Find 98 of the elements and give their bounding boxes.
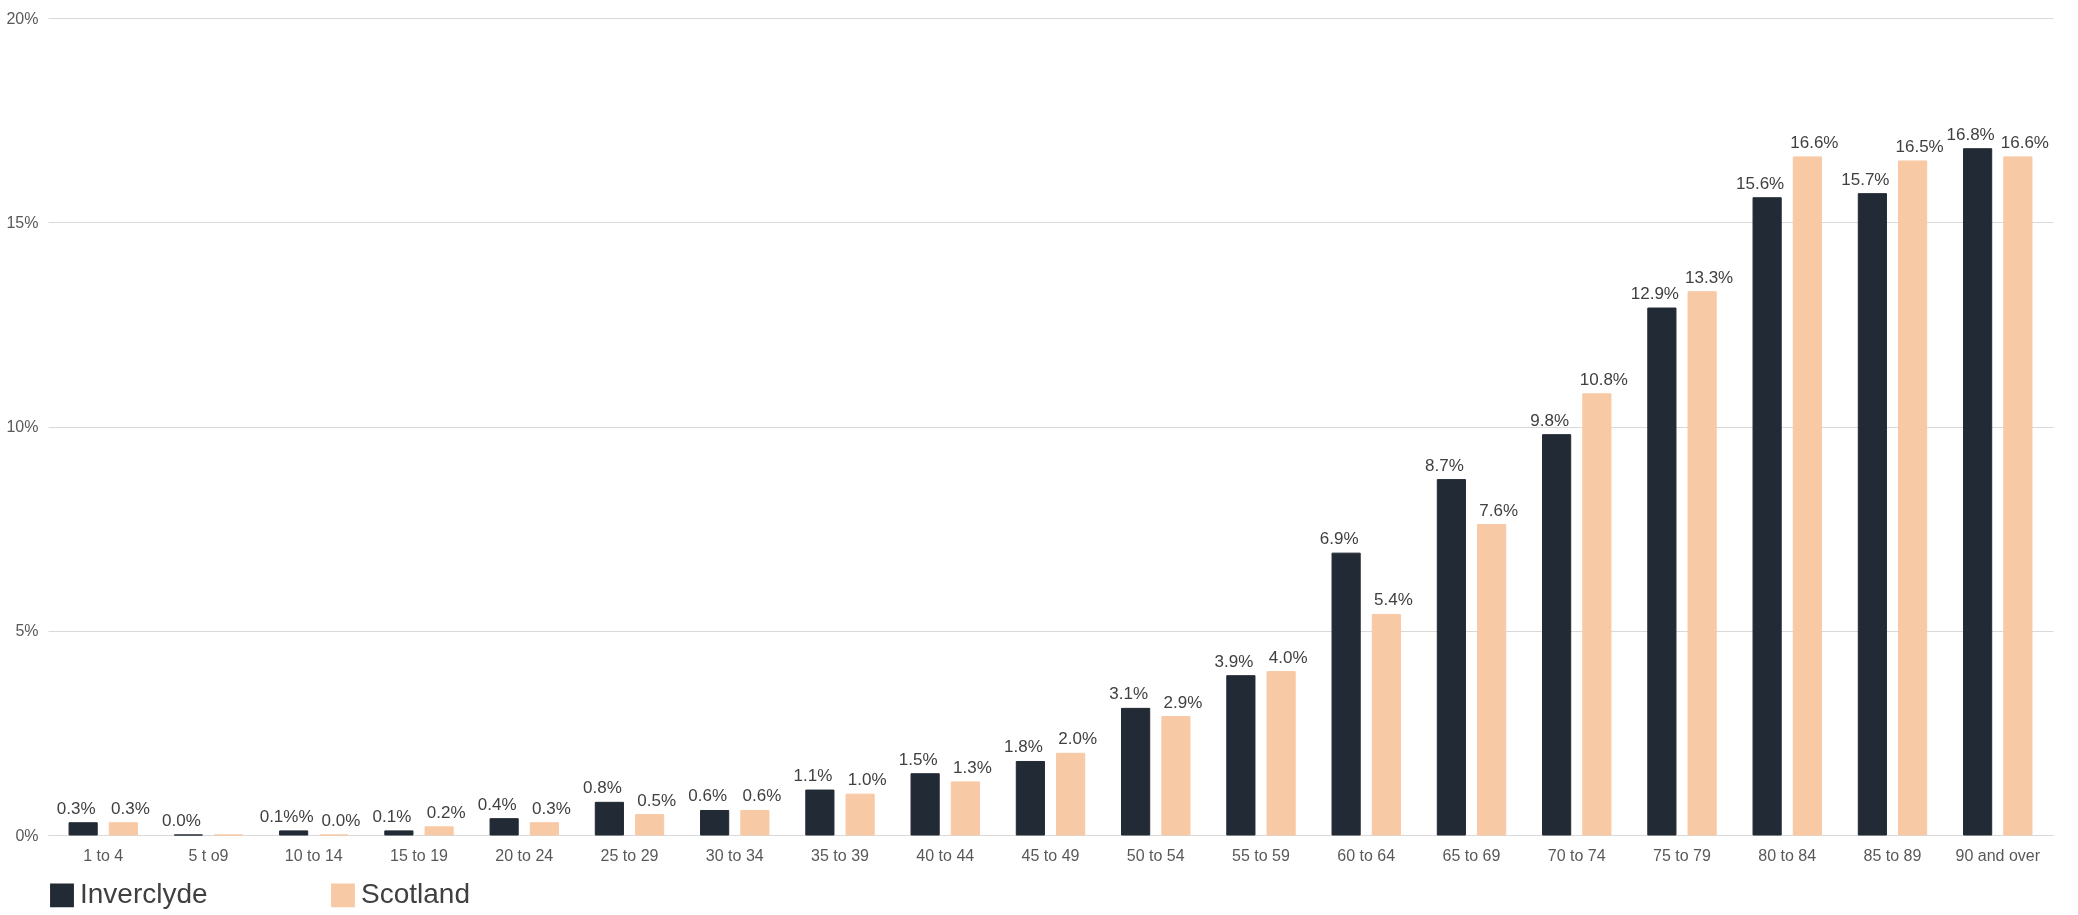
bar — [1161, 716, 1191, 836]
bar — [635, 814, 665, 836]
x-tick-label: 30 to 34 — [705, 846, 764, 864]
data-label: 16.6% — [1790, 132, 1839, 152]
data-label: 1.3% — [953, 757, 992, 777]
bar — [1371, 613, 1401, 836]
data-label: 0.4% — [477, 794, 517, 814]
x-tick-label: 45 to 49 — [1021, 846, 1080, 864]
x-tick-label: 80 to 84 — [1758, 846, 1817, 864]
data-label: 0.1% — [372, 806, 412, 826]
bar — [594, 801, 624, 836]
x-tick-label: 85 to 89 — [1863, 846, 1922, 864]
data-label: 6.9% — [1319, 529, 1359, 549]
data-label: 16.8% — [1946, 124, 1995, 144]
bar — [1687, 291, 1717, 836]
data-label: 0.0% — [162, 811, 201, 830]
bar — [1647, 307, 1677, 836]
data-label: 10.8% — [1579, 369, 1628, 389]
bar — [1266, 671, 1296, 836]
y-tick-label: 20% — [6, 9, 39, 27]
bar — [740, 809, 770, 836]
data-label: 1.8% — [1004, 737, 1043, 757]
y-tick-label: 15% — [6, 213, 39, 231]
bar — [108, 822, 138, 836]
bar — [529, 822, 559, 836]
bar — [950, 781, 980, 836]
bar — [1477, 524, 1507, 836]
y-tick-label: 0% — [15, 826, 39, 844]
data-label: 4.0% — [1268, 647, 1308, 667]
data-label: 7.6% — [1479, 500, 1518, 520]
x-tick-label: 40 to 44 — [916, 846, 975, 864]
y-tick-label: 10% — [6, 418, 39, 435]
data-label: 13.3% — [1685, 267, 1734, 287]
bar — [1857, 193, 1887, 836]
x-tick-label: 10 to 14 — [284, 846, 343, 864]
data-label: 16.6% — [2000, 132, 2049, 152]
legend-label: Inverclyde — [80, 878, 208, 910]
data-label: 15.7% — [1841, 169, 1890, 189]
data-label: 0.5% — [637, 790, 676, 810]
data-label: 12.9% — [1630, 284, 1679, 304]
x-tick-label: 35 to 39 — [811, 846, 870, 864]
bar — [1752, 197, 1782, 836]
x-tick-label: 20 to 24 — [495, 846, 554, 864]
data-label: 3.9% — [1214, 651, 1254, 671]
data-label: 0.3% — [532, 798, 571, 818]
data-label: 2.0% — [1058, 729, 1097, 749]
data-label: 0.1%% — [259, 806, 314, 826]
bar — [1963, 148, 1993, 836]
data-label: 5.4% — [1373, 590, 1413, 610]
x-tick-label: 15 to 19 — [390, 846, 449, 864]
bar — [68, 822, 98, 836]
data-label: 3.1% — [1109, 684, 1148, 704]
legend-label: Scotland — [361, 878, 470, 910]
bar — [1542, 434, 1572, 836]
bar — [1792, 156, 1822, 836]
x-tick-label: 55 to 59 — [1232, 846, 1291, 864]
data-label: 0.0% — [321, 811, 361, 830]
bar — [1056, 752, 1086, 836]
data-label: 1.0% — [847, 770, 887, 790]
data-label: 16.5% — [1895, 136, 1944, 156]
x-tick-label: 1 to 4 — [83, 846, 124, 864]
x-tick-label: 70 to 74 — [1547, 846, 1606, 864]
bar — [805, 789, 835, 836]
data-label: 1.5% — [898, 749, 938, 769]
bar — [1898, 160, 1928, 836]
y-tick-label: 5% — [15, 622, 39, 640]
data-label: 2.9% — [1163, 692, 1203, 712]
bar — [2003, 156, 2033, 836]
bar — [1582, 393, 1612, 836]
x-tick-label: 60 to 64 — [1337, 846, 1396, 864]
bar — [845, 793, 875, 836]
data-label: 1.1% — [793, 766, 833, 786]
bar — [384, 830, 414, 836]
data-label: 0.3% — [56, 798, 96, 818]
bar — [1226, 675, 1256, 836]
bar — [1121, 707, 1151, 836]
x-tick-label: 65 to 69 — [1442, 846, 1501, 864]
data-label: 0.6% — [688, 786, 728, 806]
data-label: 0.2% — [426, 802, 466, 822]
data-label: 8.7% — [1425, 455, 1464, 475]
data-label: 15.6% — [1736, 173, 1785, 193]
bar — [1331, 552, 1361, 836]
bar — [700, 809, 730, 836]
x-tick-label: 50 to 54 — [1126, 846, 1185, 864]
bar — [279, 830, 309, 836]
bar — [1436, 479, 1466, 836]
bar — [424, 826, 454, 836]
bar — [1015, 760, 1045, 836]
x-tick-label: 90 and over — [1955, 846, 2041, 864]
x-tick-label: 5 t o9 — [188, 846, 229, 864]
data-label: 0.6% — [742, 786, 782, 806]
x-tick-label: 25 to 29 — [600, 846, 659, 864]
data-label: 9.8% — [1530, 410, 1569, 430]
x-tick-label: 75 to 79 — [1653, 846, 1712, 864]
data-label: 0.8% — [583, 778, 622, 798]
data-label: 0.3% — [111, 798, 150, 818]
bar — [489, 818, 519, 836]
bar — [910, 773, 940, 836]
